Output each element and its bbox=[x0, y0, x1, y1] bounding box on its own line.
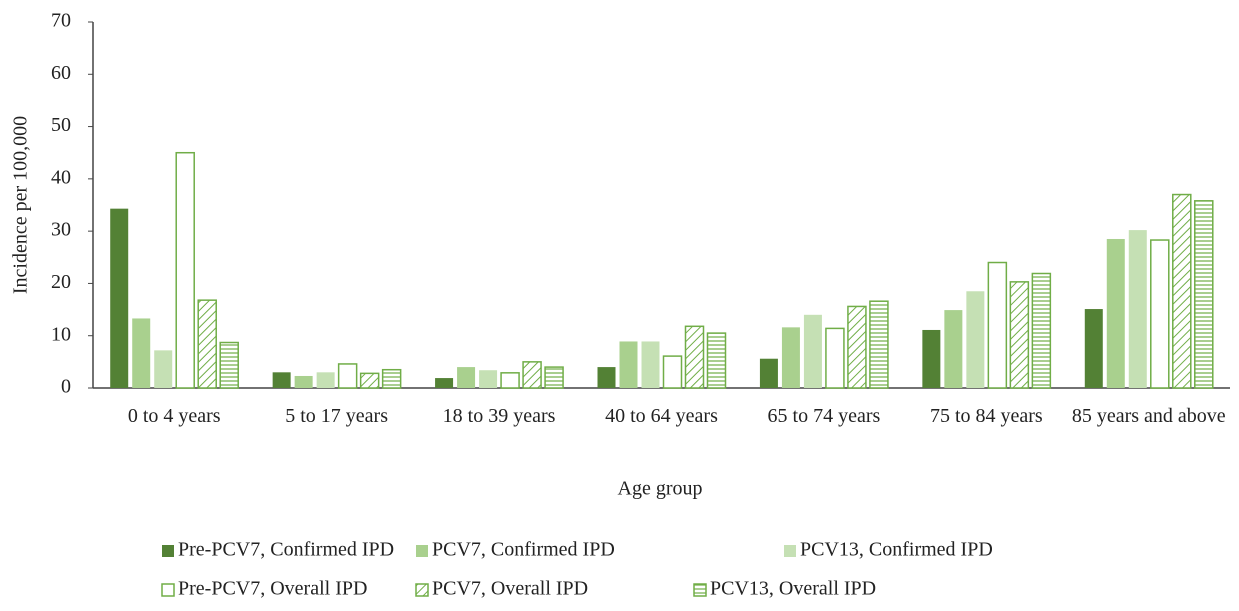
bar bbox=[759, 358, 778, 388]
bar bbox=[175, 151, 195, 389]
x-axis-title: Age group bbox=[618, 478, 703, 500]
bar bbox=[803, 314, 822, 388]
bar bbox=[219, 341, 239, 389]
x-tick-label: 5 to 17 years bbox=[285, 405, 389, 427]
bar bbox=[197, 299, 217, 389]
y-tick-label: 30 bbox=[51, 219, 71, 241]
bar bbox=[987, 261, 1008, 389]
bar bbox=[522, 361, 542, 389]
legend-label: PCV7, Confirmed IPD bbox=[432, 539, 615, 561]
bar bbox=[619, 341, 638, 388]
bar bbox=[869, 300, 889, 389]
x-tick-label: 0 to 4 years bbox=[127, 405, 221, 427]
y-tick-label: 0 bbox=[61, 376, 71, 398]
y-tick-label: 20 bbox=[51, 271, 71, 293]
bar bbox=[1172, 193, 1192, 389]
y-tick-label: 50 bbox=[51, 114, 71, 136]
bar bbox=[359, 372, 380, 389]
bar bbox=[706, 332, 727, 389]
bar bbox=[544, 366, 564, 389]
bar bbox=[1194, 200, 1214, 389]
bar bbox=[1128, 230, 1147, 388]
legend-label: Pre-PCV7, Confirmed IPD bbox=[178, 539, 394, 561]
bar bbox=[316, 372, 335, 388]
bar bbox=[1031, 272, 1052, 389]
bar bbox=[337, 363, 358, 389]
legend-swatch bbox=[162, 545, 174, 557]
legend-label: PCV13, Overall IPD bbox=[710, 578, 876, 600]
bar bbox=[966, 291, 985, 388]
bar bbox=[847, 305, 867, 389]
bar bbox=[944, 310, 963, 388]
bar bbox=[110, 208, 129, 388]
bar bbox=[825, 327, 845, 389]
legend-swatch bbox=[161, 583, 175, 597]
bar bbox=[1106, 238, 1125, 388]
bar bbox=[781, 327, 800, 388]
bar bbox=[1150, 239, 1170, 389]
legend-swatch bbox=[415, 583, 429, 597]
bar bbox=[662, 355, 683, 389]
legend-swatch bbox=[693, 583, 707, 597]
y-tick-label: 10 bbox=[51, 323, 71, 345]
x-tick-label: 75 to 84 years bbox=[929, 405, 1043, 427]
bar bbox=[479, 370, 498, 388]
bar bbox=[500, 372, 520, 389]
legend-label: PCV13, Confirmed IPD bbox=[800, 539, 993, 561]
legend-label: Pre-PCV7, Overall IPD bbox=[178, 578, 367, 600]
x-tick-label: 18 to 39 years bbox=[442, 405, 556, 427]
bar bbox=[922, 329, 941, 388]
bar bbox=[641, 341, 660, 388]
bar bbox=[435, 378, 454, 388]
legend-label: PCV7, Overall IPD bbox=[432, 578, 588, 600]
bar bbox=[597, 367, 616, 388]
bar bbox=[272, 372, 291, 388]
bar bbox=[381, 368, 402, 389]
bar bbox=[457, 367, 476, 388]
bar bbox=[132, 318, 151, 388]
bar bbox=[1084, 309, 1103, 388]
y-axis-title: Incidence per 100,000 bbox=[10, 116, 32, 294]
bar bbox=[154, 350, 173, 388]
bar bbox=[1009, 281, 1030, 389]
bar bbox=[684, 325, 705, 389]
x-tick-label: 65 to 74 years bbox=[767, 405, 881, 427]
legend-swatch bbox=[416, 545, 428, 557]
y-tick-label: 40 bbox=[51, 166, 71, 188]
bar bbox=[294, 375, 313, 388]
legend-swatch bbox=[784, 545, 796, 557]
y-tick-label: 60 bbox=[51, 62, 71, 84]
x-tick-label: 85 years and above bbox=[1071, 405, 1226, 427]
y-tick-label: 70 bbox=[51, 10, 71, 32]
x-tick-label: 40 to 64 years bbox=[605, 405, 718, 427]
